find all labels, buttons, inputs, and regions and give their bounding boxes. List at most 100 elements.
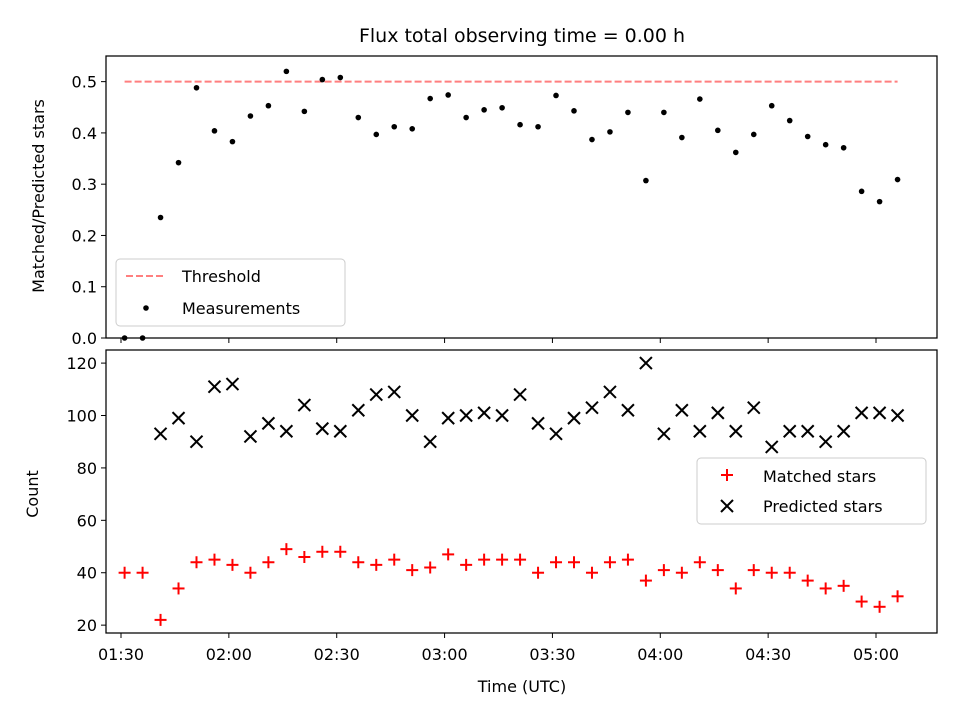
- predicted-star-point: [369, 387, 383, 402]
- measurement-point: [283, 68, 290, 75]
- predicted-star-point: [153, 427, 168, 441]
- measurement-point: [211, 128, 218, 134]
- matched-star-point: [424, 561, 437, 574]
- top-panel: Flux total observing time = 0.00 h Match…: [29, 25, 938, 348]
- top-y-axis-label: Matched/Predicted stars: [29, 99, 48, 293]
- measurement-point: [750, 131, 757, 138]
- measurements-legend-swatch: [143, 305, 149, 311]
- predicted-star-point: [531, 416, 545, 431]
- count-points: [118, 356, 905, 626]
- predicted-star-point: [279, 424, 294, 438]
- measurement-point: [301, 108, 308, 115]
- matched-star-point: [621, 553, 634, 566]
- measurement-point: [391, 123, 398, 130]
- predicted-star-point: [729, 424, 743, 438]
- measurement-point: [355, 114, 362, 121]
- predicted-star-point: [675, 403, 689, 417]
- predicted-star-point: [890, 408, 905, 423]
- predicted-star-point: [477, 406, 491, 420]
- measurement-point: [481, 107, 487, 113]
- matched-star-point: [316, 545, 329, 558]
- matched-star-point: [747, 564, 760, 577]
- measurement-point: [643, 177, 649, 184]
- bottom-plot-frame: [105, 349, 938, 634]
- matched-star-point: [280, 543, 293, 556]
- predicted-star-point: [818, 435, 833, 449]
- matched-star-point: [136, 566, 149, 579]
- predicted-star-point: [603, 385, 617, 399]
- y-tick-label: 20: [77, 616, 97, 635]
- y-tick-label: 0.4: [72, 124, 97, 143]
- predicted-star-point: [459, 408, 473, 423]
- matched-star-point: [388, 553, 401, 566]
- measurement-point: [499, 104, 505, 111]
- measurement-point: [463, 114, 469, 121]
- predicted-star-point: [800, 424, 815, 438]
- y-tick-label: 0.0: [72, 329, 97, 348]
- measurement-point: [445, 92, 451, 98]
- measurement-point: [607, 129, 613, 135]
- measurement-point: [840, 144, 847, 151]
- matched-star-point: [657, 564, 670, 577]
- predicted-star-point: [765, 440, 779, 454]
- matched-star-point: [711, 564, 724, 577]
- matched-star-point: [568, 556, 580, 569]
- matched-star-point: [172, 582, 185, 595]
- predicted-star-point: [333, 424, 348, 438]
- measurement-point: [858, 188, 865, 195]
- matched-star-point: [585, 566, 598, 579]
- measurement-point: [427, 95, 433, 102]
- matched-star-point: [729, 582, 742, 595]
- matched-star-point: [873, 600, 886, 613]
- predicted-star-point: [297, 398, 312, 412]
- matched-star-point: [855, 595, 868, 608]
- y-tick-label: 60: [77, 511, 97, 530]
- x-tick-label: 02:00: [206, 645, 252, 664]
- x-tick-label: 03:00: [422, 645, 468, 664]
- measurement-points: [121, 68, 901, 341]
- measurement-point: [697, 96, 703, 102]
- y-tick-label: 80: [77, 459, 97, 478]
- y-tick-label: 0.2: [72, 226, 97, 245]
- bottom-panel: Count Time (UTC) 20 40 60 80 100 120 01:30 02:…: [23, 349, 938, 696]
- measurement-point: [157, 214, 164, 221]
- predicted-star-point: [549, 427, 563, 441]
- measurement-point: [715, 127, 721, 134]
- y-tick-label: 0.3: [72, 175, 97, 194]
- threshold-legend-label: Threshold: [181, 267, 261, 286]
- measurement-point: [894, 176, 901, 183]
- measurement-point: [625, 109, 631, 116]
- measurement-point: [876, 198, 883, 205]
- predicted-star-point: [872, 406, 887, 420]
- matched-star-point: [262, 556, 275, 569]
- predicted-star-point: [315, 421, 330, 436]
- predicted-star-point: [405, 408, 419, 423]
- bottom-x-ticks: 01:30 02:00 02:30 03:00 03:30 04:00 04:30 05:00: [98, 633, 899, 664]
- top-x-tick-marks: [120, 338, 877, 343]
- top-legend-box: [115, 258, 346, 327]
- matched-star-point: [532, 566, 545, 579]
- measurement-point: [319, 76, 326, 83]
- matched-star-point: [154, 613, 167, 626]
- predicted-star-point: [387, 385, 401, 399]
- measurement-point: [265, 102, 272, 109]
- predicted-star-point: [513, 387, 527, 402]
- matched-star-point: [693, 556, 706, 569]
- predicted-star-point: [585, 400, 599, 415]
- predicted-star-point: [207, 379, 222, 394]
- predicted-star-point: [567, 411, 581, 425]
- matched-star-point: [801, 574, 814, 587]
- matched-star-point: [478, 553, 491, 566]
- matched-star-point: [514, 553, 527, 566]
- measurements-legend-label: Measurements: [182, 299, 300, 318]
- measurement-point: [175, 159, 182, 166]
- bottom-legend: Matched stars Predicted stars: [696, 457, 927, 525]
- x-tick-label: 01:30: [98, 645, 144, 664]
- predicted-star-point: [836, 424, 851, 438]
- measurement-point: [373, 131, 380, 138]
- predicted-legend-swatch: [720, 499, 734, 513]
- y-tick-label: 40: [77, 564, 97, 583]
- measurement-point: [553, 92, 559, 99]
- matched-star-point: [783, 566, 796, 579]
